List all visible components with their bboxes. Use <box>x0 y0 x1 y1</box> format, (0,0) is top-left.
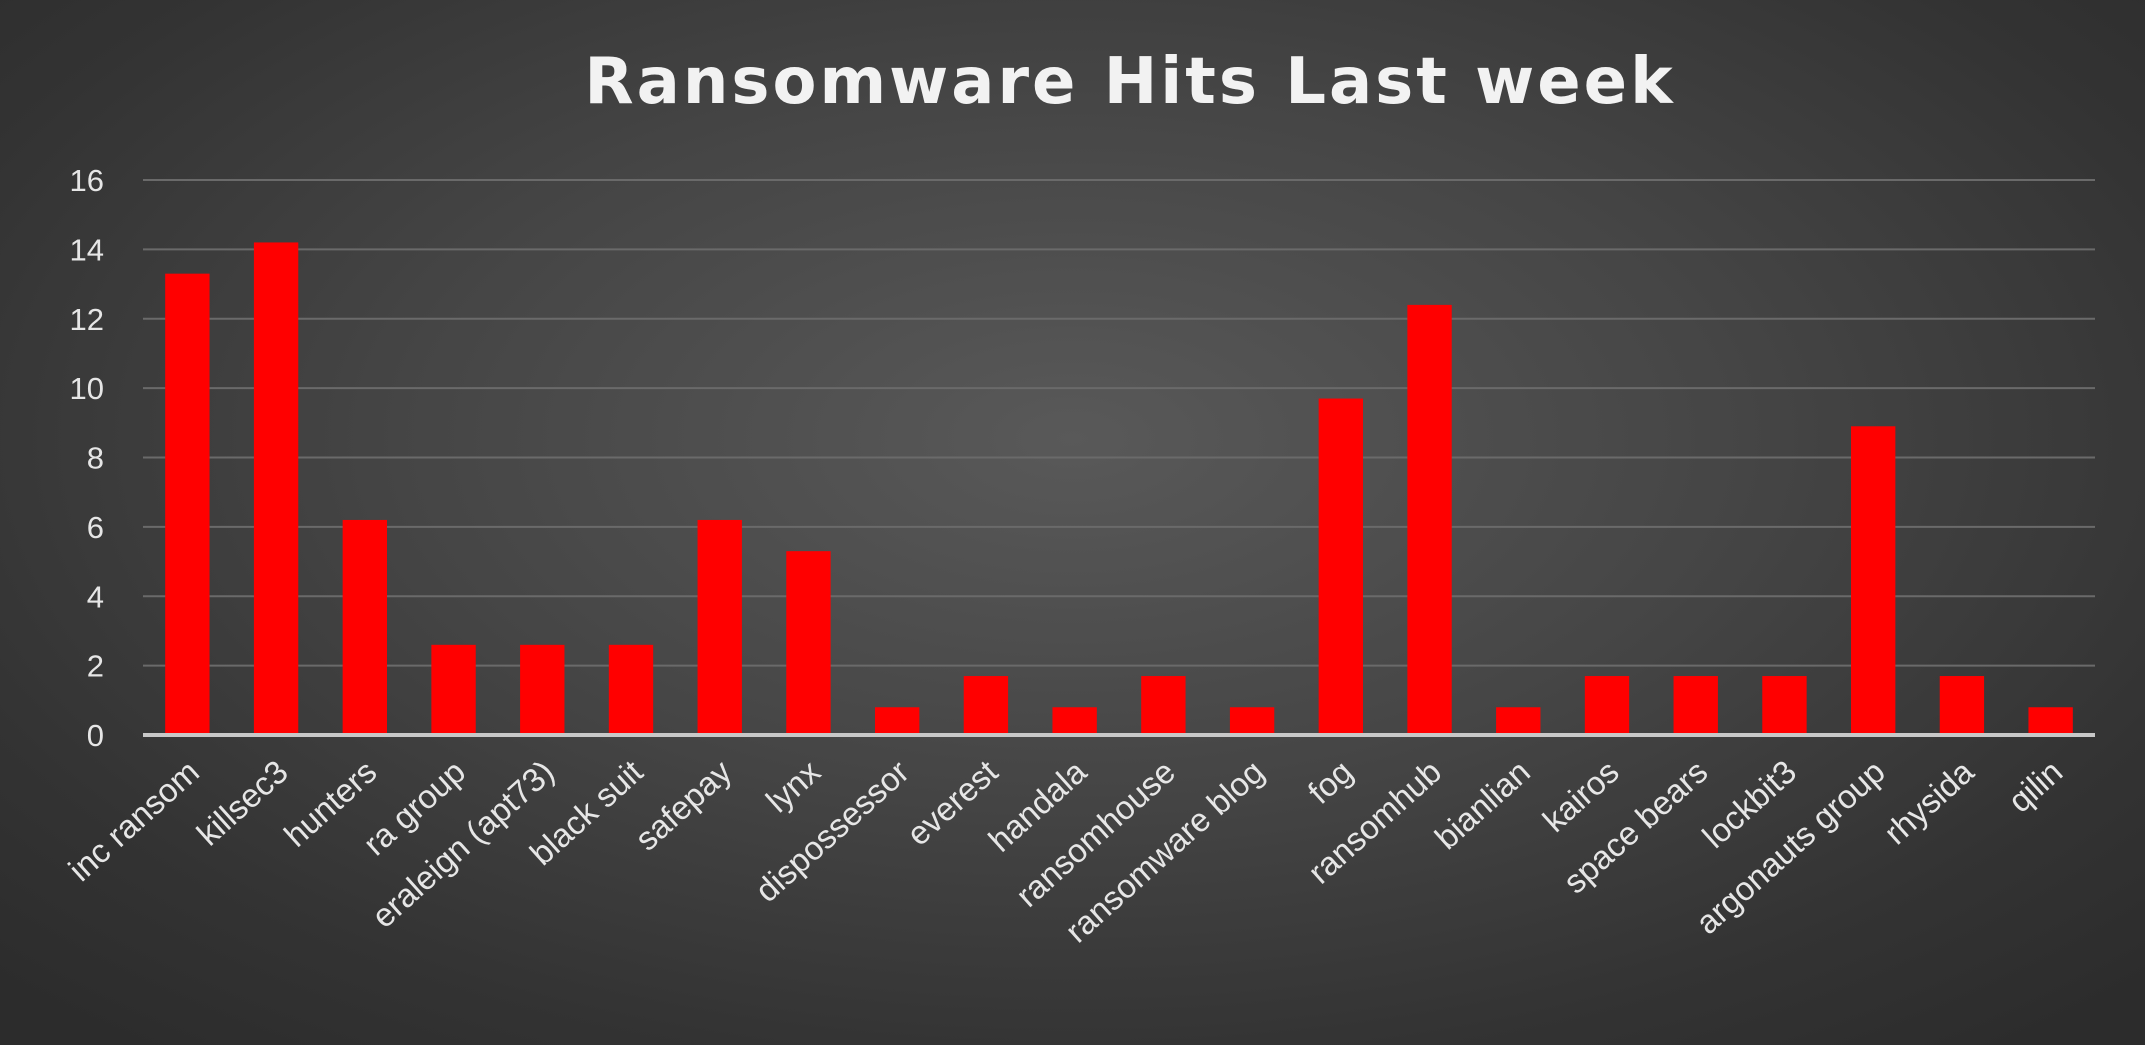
bar-ransomhouse <box>1141 676 1186 735</box>
bar-kairos <box>1584 676 1630 735</box>
x-tick-label: dispossessor <box>748 753 916 909</box>
bar-handala <box>1052 707 1097 735</box>
bar-eraleign-apt73 <box>520 644 565 735</box>
bar-black-suit <box>608 644 654 735</box>
x-tick-label: killsec3 <box>190 753 295 853</box>
x-tick-label: inc ransom <box>61 753 206 888</box>
bars <box>165 242 2073 735</box>
bar-lockbit3 <box>1762 676 1807 735</box>
y-tick-label: 6 <box>87 510 104 545</box>
bar-dispossessor <box>875 707 920 735</box>
bar-space-bears <box>1673 676 1718 735</box>
bar-ransomhub <box>1407 304 1452 735</box>
bar-ra-group <box>431 644 476 735</box>
gridlines <box>143 179 2095 667</box>
y-tick-label: 4 <box>87 579 104 614</box>
bar-lynx <box>786 551 831 735</box>
chart-title: Ransomware Hits Last week <box>584 45 1675 119</box>
y-tick-label: 8 <box>87 441 104 476</box>
bar-bianlian <box>1496 707 1541 735</box>
x-tick-label: bianlian <box>1428 753 1537 857</box>
y-tick-label: 10 <box>70 371 104 406</box>
x-tick-label: safepay <box>628 752 739 857</box>
bar-hunters <box>342 519 387 735</box>
y-tick-label: 2 <box>87 649 104 684</box>
x-tick-label: rhysida <box>1877 752 1981 851</box>
bar-everest <box>963 676 1009 735</box>
bar-qilin <box>2028 707 2073 735</box>
x-tick-label: lynx <box>759 752 828 819</box>
x-tick-label: fog <box>1301 753 1360 811</box>
bar-inc-ransom <box>165 273 210 735</box>
bar-killsec3 <box>253 242 299 735</box>
y-axis-ticks: 0 2 4 6 8 10 12 14 16 <box>70 163 104 753</box>
x-tick-label: qilin <box>2001 753 2069 820</box>
bar-fog <box>1318 398 1363 735</box>
bar-rhysida <box>1939 676 1985 735</box>
y-tick-label: 0 <box>87 718 104 753</box>
bar-argonauts-group <box>1851 426 1896 735</box>
bar-safepay <box>697 519 742 735</box>
bar-ransomware-blog <box>1229 707 1275 735</box>
y-tick-label: 12 <box>70 302 104 337</box>
y-tick-label: 16 <box>70 163 104 198</box>
y-tick-label: 14 <box>70 232 104 267</box>
